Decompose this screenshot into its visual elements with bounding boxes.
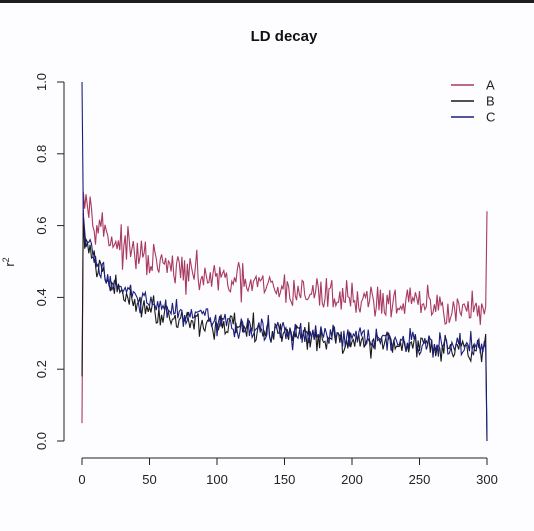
series-line-c	[81, 81, 488, 442]
x-tick-label: 50	[142, 472, 156, 487]
x-ticks: 0 50 100 150 200 250 300	[78, 458, 498, 487]
legend-label-c: C	[486, 110, 495, 125]
y-axis-label-text: r2	[1, 257, 17, 266]
x-tick-label: 150	[274, 472, 296, 487]
window-top-border	[0, 0, 534, 3]
y-tick-label: 0.0	[34, 432, 49, 450]
legend-label-b: B	[486, 94, 495, 109]
y-tick-label: 0.4	[34, 288, 49, 306]
x-tick-label: 250	[409, 472, 431, 487]
x-axis: 0 50 100 150 200 250 300	[78, 457, 498, 487]
legend: ABC	[451, 78, 495, 125]
y-axis: 0.0 0.2 0.4 0.6 0.8 1.0	[34, 73, 65, 450]
series-layer	[81, 81, 488, 442]
x-tick-label: 300	[476, 472, 498, 487]
y-tick-label: 0.8	[34, 145, 49, 163]
legend-label-a: A	[486, 78, 495, 93]
y-tick-label: 0.2	[34, 360, 49, 378]
series-line-a	[81, 191, 488, 424]
x-tick-label: 100	[206, 472, 228, 487]
y-ticks: 0.0 0.2 0.4 0.6 0.8 1.0	[34, 73, 64, 450]
x-tick-label: 0	[78, 472, 85, 487]
x-tick-label: 200	[341, 472, 363, 487]
y-tick-label: 1.0	[34, 73, 49, 91]
y-axis-label: r2	[1, 257, 17, 266]
chart-title: LD decay	[251, 28, 318, 45]
y-tick-label: 0.6	[34, 217, 49, 235]
